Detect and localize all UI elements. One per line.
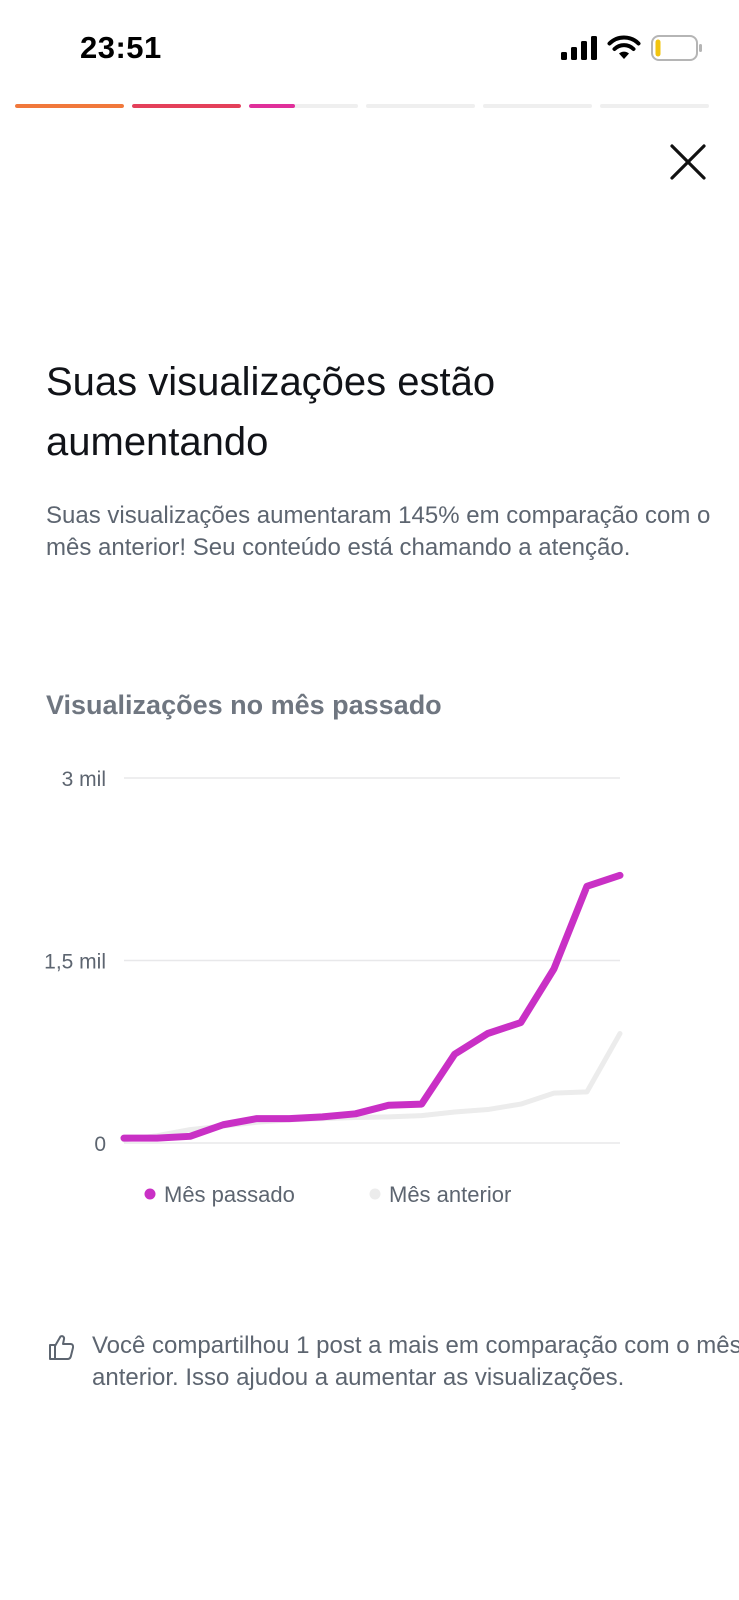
- battery-low-icon: [651, 35, 702, 61]
- legend-swatch: [369, 1188, 381, 1200]
- description: Suas visualizações aumentaram 145% em co…: [46, 502, 711, 561]
- thumbs-up-icon: [49, 1335, 75, 1360]
- y-tick-label: 0: [94, 1133, 106, 1156]
- headline: Suas visualizações estão aumentando: [46, 360, 496, 464]
- footnote-text: Você compartilhou 1 post a mais em compa…: [92, 1332, 739, 1391]
- story-progress-fill: [249, 104, 295, 108]
- story-progress-segment: [483, 104, 592, 108]
- wifi-icon: [607, 35, 641, 59]
- story-progress-segment: [249, 104, 358, 108]
- y-tick-label: 1,5 mil: [44, 951, 106, 974]
- story-progress-segment: [600, 104, 709, 108]
- cellular-signal-icon: [561, 36, 597, 60]
- legend-label: Mês passado: [164, 1182, 295, 1207]
- story-progress-segment: [366, 104, 475, 108]
- chart-title: Visualizações no mês passado: [46, 690, 442, 720]
- series-line: [120, 871, 624, 1142]
- legend-swatch: [144, 1188, 156, 1200]
- legend-label: Mês anterior: [389, 1182, 511, 1207]
- series-line: [121, 1031, 623, 1143]
- story-progress-segment: [132, 104, 241, 108]
- status-time: 23:51: [80, 30, 162, 65]
- y-tick-label: 3 mil: [62, 770, 106, 791]
- status-bar: 23:51: [0, 0, 739, 96]
- story-progress-fill: [132, 104, 241, 108]
- views-line-chart: 0 1,5 mil 3 mil Mês passado Mês anterior: [44, 770, 624, 1207]
- story-progress-bar: [15, 104, 739, 108]
- status-icons: [561, 34, 703, 62]
- story-progress-fill: [15, 104, 124, 108]
- close-icon: [670, 144, 706, 180]
- story-progress-segment: [15, 104, 124, 108]
- close-button[interactable]: [668, 142, 708, 182]
